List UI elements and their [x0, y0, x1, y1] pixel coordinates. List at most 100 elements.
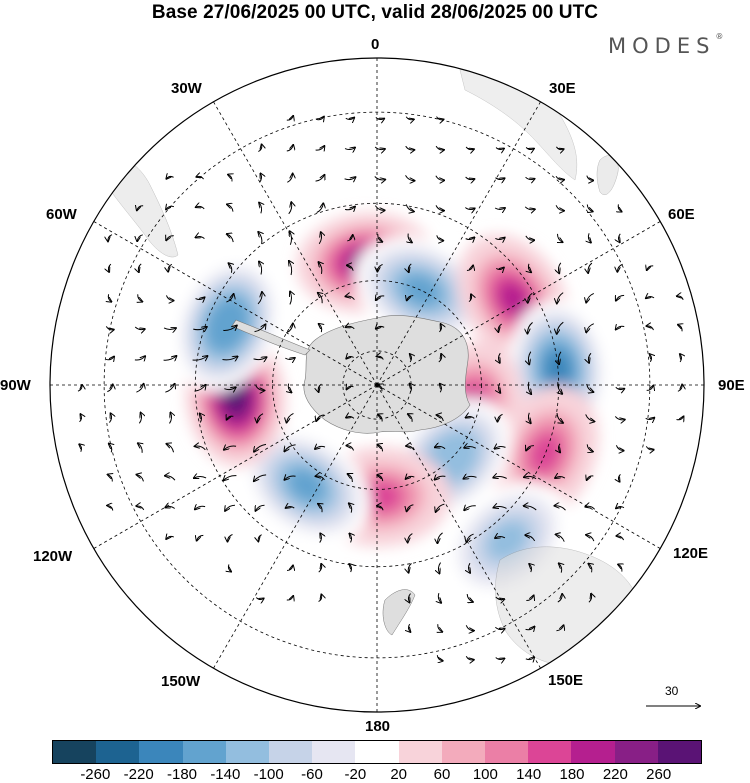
wind-vector: [494, 506, 507, 508]
wind-vector: [136, 506, 145, 511]
wind-vector: [618, 473, 621, 481]
colorbar-tick-label: 20: [390, 766, 407, 783]
anomaly-contour: [433, 441, 469, 477]
wind-vector: [495, 178, 504, 180]
modes-logo: MODES®: [608, 32, 723, 58]
wind-vector: [134, 326, 145, 330]
wind-vector: [255, 504, 265, 511]
wind-vector: [558, 382, 562, 394]
wind-vector: [196, 176, 204, 180]
wind-vector: [194, 476, 207, 478]
wind-vector: [615, 445, 623, 450]
wind-vector: [109, 413, 111, 423]
wind-vector: [222, 356, 237, 359]
wind-vector: [226, 294, 233, 303]
wind-vector: [524, 506, 537, 511]
wind-vector: [438, 624, 442, 632]
wind-vector: [284, 476, 296, 480]
wind-vector: [405, 116, 414, 120]
wind-vector: [105, 326, 113, 329]
wind-vector: [556, 625, 563, 632]
wind-vector: [555, 506, 566, 511]
wind-vector: [647, 326, 654, 331]
wind-vector: [318, 383, 322, 392]
wind-vector: [349, 534, 351, 543]
wind-vector: [650, 354, 652, 363]
wind-vector: [169, 413, 172, 424]
wind-vector: [318, 504, 322, 513]
wind-vector: [466, 594, 473, 602]
label-lon-0: 0: [371, 36, 380, 53]
label-lon-150w: 150W: [161, 673, 201, 690]
wind-vector: [526, 446, 534, 451]
wind-vector: [586, 323, 594, 333]
wind-vector: [258, 232, 262, 245]
label-lon-180: 180: [365, 718, 391, 735]
wind-vector: [344, 177, 356, 179]
wind-vector: [438, 354, 442, 363]
wind-vector: [227, 204, 234, 212]
wind-vector: [194, 385, 205, 392]
wind-vector: [377, 475, 384, 482]
wind-vector: [557, 321, 564, 334]
wind-vector: [255, 597, 263, 599]
wind-vector: [498, 323, 502, 332]
wind-vector: [286, 145, 293, 152]
wind-vector: [464, 506, 476, 510]
wind-vector: [525, 657, 534, 659]
wind-vector: [347, 235, 352, 242]
wind-vector: [436, 655, 442, 661]
wind-vector: [288, 383, 291, 393]
wind-vector: [435, 145, 444, 150]
wind-vector: [348, 474, 353, 483]
wind-vector: [465, 237, 475, 239]
wind-vector: [528, 292, 533, 302]
wind-vector: [647, 266, 654, 270]
wind-vector: [316, 203, 324, 214]
wind-vector: [77, 385, 82, 392]
label-lon-60e: 60E: [668, 206, 695, 223]
wind-vector: [375, 117, 384, 119]
wind-vector: [195, 506, 206, 509]
colorbar-tick-label: 100: [472, 766, 498, 783]
wind-vector: [347, 265, 354, 271]
south-pole-marker: [375, 383, 379, 387]
label-lon-60w: 60W: [46, 206, 77, 223]
colorbar-tick-label: -100: [253, 766, 284, 783]
anomaly-contour: [401, 274, 441, 307]
wind-vector: [495, 536, 506, 538]
colorbar-tick-label: 220: [602, 766, 628, 783]
wind-vector: [556, 146, 563, 150]
wind-vector: [259, 262, 262, 275]
wind-vector: [346, 416, 355, 418]
wind-vector: [137, 234, 143, 241]
wind-vector: [525, 627, 535, 630]
wind-vector: [349, 564, 351, 573]
wind-vector: [318, 232, 321, 245]
wind-vector: [495, 446, 506, 448]
wind-vector: [376, 326, 385, 328]
wind-vector: [465, 625, 474, 630]
wind-vector: [528, 412, 530, 423]
wind-vector: [166, 236, 174, 241]
wind-vector: [196, 206, 205, 210]
wind-vector: [407, 296, 414, 301]
wind-vector: [558, 351, 562, 365]
wind-vector: [136, 384, 143, 393]
anomaly-field: [174, 212, 609, 600]
colorbar-cell: [225, 741, 270, 763]
wind-vector: [588, 262, 593, 273]
wind-vector: [286, 116, 293, 120]
wind-vector: [138, 413, 141, 424]
wind-vector: [229, 263, 232, 273]
wind-vector: [524, 476, 537, 480]
wind-vector: [464, 476, 477, 478]
wind-vector: [165, 506, 175, 509]
wind-vector: [288, 202, 292, 215]
wind-vector: [318, 293, 322, 304]
wind-vector: [435, 205, 444, 210]
wind-vector: [645, 418, 655, 420]
wind-vector: [645, 446, 653, 450]
wind-vector: [588, 564, 591, 573]
wind-vector: [374, 176, 385, 179]
